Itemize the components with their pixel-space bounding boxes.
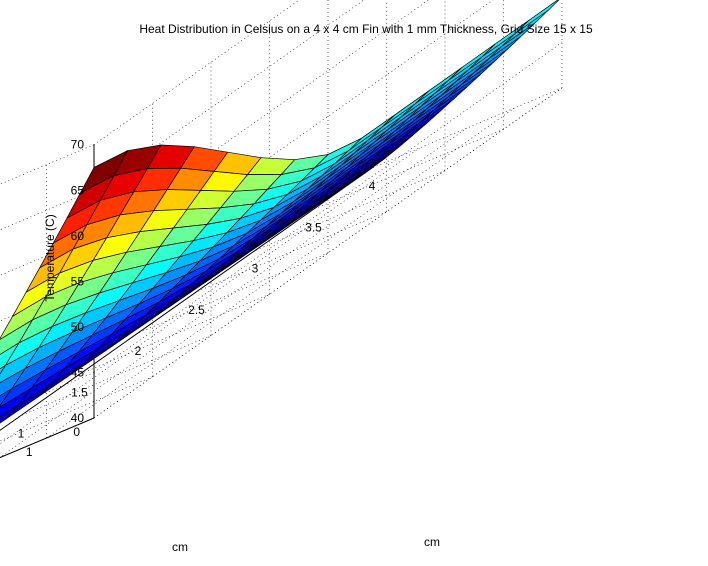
z-tick-label: 45 <box>71 365 85 379</box>
x-tick-label: 1.5 <box>71 385 88 399</box>
z-tick-label: 55 <box>71 274 85 288</box>
surface-mesh <box>0 0 560 424</box>
chart-title: Heat Distribution in Celsius on a 4 x 4 … <box>139 22 593 36</box>
x-tick-label: 2.5 <box>188 303 205 317</box>
x-axis-line <box>0 167 373 431</box>
z-tick-label: 50 <box>71 320 85 334</box>
z-axis-label: Temperature (C) <box>43 214 57 301</box>
tick-labels: 404550556065700123400.511.522.533.54 <box>18 138 376 459</box>
surface-facet <box>0 388 12 407</box>
x-axis-label: cm <box>424 535 440 549</box>
y-tick-label: 0 <box>73 425 80 439</box>
y-axis-label: cm <box>172 540 188 554</box>
x-tick-label: 3.5 <box>305 220 322 234</box>
y-tick-label: 1 <box>26 445 33 459</box>
surface-facet <box>0 404 19 424</box>
x-tick-label: 4 <box>369 179 376 193</box>
z-tick-label: 65 <box>71 183 85 197</box>
x-tick-label: 1 <box>18 427 25 441</box>
surface-facet <box>0 365 6 375</box>
z-tick-label: 70 <box>71 138 85 152</box>
x-tick-label: 2 <box>135 344 142 358</box>
y-axis-line <box>0 417 95 459</box>
x-tick-label: 3 <box>252 262 259 276</box>
z-tick-label: 60 <box>71 229 85 243</box>
z-tick-label: 40 <box>71 411 85 425</box>
